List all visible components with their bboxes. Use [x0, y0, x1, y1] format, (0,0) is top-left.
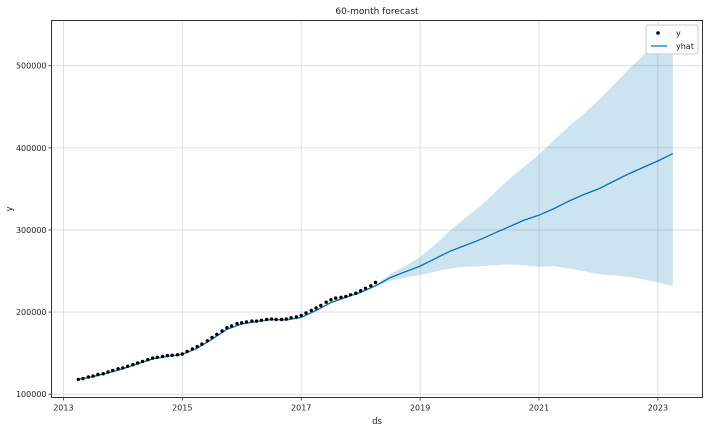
observed-point [190, 347, 195, 351]
observed-point [279, 317, 284, 322]
observed-point [299, 313, 303, 318]
observed-point [146, 358, 150, 362]
x-tick-label: 2019 [410, 404, 430, 413]
observed-point [185, 349, 189, 354]
observed-point [116, 367, 120, 371]
observed-point [205, 339, 209, 343]
y-tick-label: 400000 [16, 144, 47, 153]
plot-frame [51, 20, 703, 398]
observed-point [136, 361, 140, 365]
observed-point [344, 294, 348, 299]
observed-point [106, 370, 110, 374]
observed-point [339, 295, 343, 299]
observed-point [170, 353, 174, 357]
observed-point [91, 374, 95, 378]
observed-point [250, 319, 254, 323]
observed-point [324, 300, 328, 304]
y-tick-label: 200000 [16, 308, 47, 317]
observed-point [220, 329, 224, 333]
observed-point [314, 306, 318, 310]
x-tick-label: 2017 [291, 404, 311, 413]
observed-point [289, 316, 293, 320]
y-axis-label: y [5, 206, 15, 211]
observed-point [225, 326, 229, 330]
chart-title: 60-month forecast [335, 7, 419, 17]
x-tick-label: 2015 [172, 404, 192, 413]
observed-point [140, 359, 145, 364]
observed-point [96, 372, 100, 377]
observed-point [165, 353, 170, 358]
observed-point [334, 296, 338, 300]
legend-label-y: y [676, 29, 681, 38]
observed-point [125, 364, 130, 368]
observed-point [150, 356, 155, 360]
observed-point [161, 354, 165, 359]
observed-point [363, 286, 368, 290]
x-axis-label: ds [372, 417, 382, 427]
observed-point [348, 293, 353, 297]
observed-point [175, 353, 180, 357]
observed-point [294, 315, 299, 319]
observed-point [200, 342, 204, 346]
observed-point [111, 368, 115, 373]
legend-marker-y [656, 31, 660, 35]
observed-point [210, 335, 214, 340]
observed-point [86, 375, 91, 379]
observed-point [304, 311, 308, 315]
observed-point [215, 332, 219, 336]
observed-point [259, 318, 264, 322]
legend: y yhat [645, 24, 699, 55]
observed-point [121, 366, 125, 370]
y-tick-label: 500000 [16, 62, 47, 71]
observed-point [76, 377, 81, 382]
observed-point [180, 352, 184, 356]
observed-point [309, 308, 313, 313]
observed-point [229, 324, 234, 328]
observed-point [319, 303, 323, 308]
observed-point [274, 317, 278, 322]
observed-point [284, 317, 288, 321]
x-tick-label: 2023 [648, 404, 668, 413]
legend-label-yhat: yhat [676, 42, 694, 51]
observed-point [254, 319, 259, 323]
observed-point [240, 321, 244, 325]
observed-point [269, 317, 274, 321]
y-tick-label: 100000 [16, 390, 47, 399]
observed-point [265, 317, 269, 322]
observed-point [373, 280, 378, 285]
observed-point [359, 289, 363, 293]
x-tick-label: 2013 [53, 404, 73, 413]
observed-point [101, 372, 105, 376]
x-tick-label: 2021 [529, 404, 549, 413]
y-tick-label: 300000 [16, 226, 47, 235]
observed-point [329, 298, 333, 302]
observed-point [235, 321, 239, 326]
observed-point [244, 320, 249, 324]
observed-point [131, 362, 135, 367]
uncertainty-interval [78, 26, 673, 381]
observed-point [195, 344, 199, 349]
observed-point [354, 291, 358, 295]
observed-point [155, 355, 159, 359]
observed-point [81, 376, 85, 381]
observed-point [369, 284, 373, 288]
